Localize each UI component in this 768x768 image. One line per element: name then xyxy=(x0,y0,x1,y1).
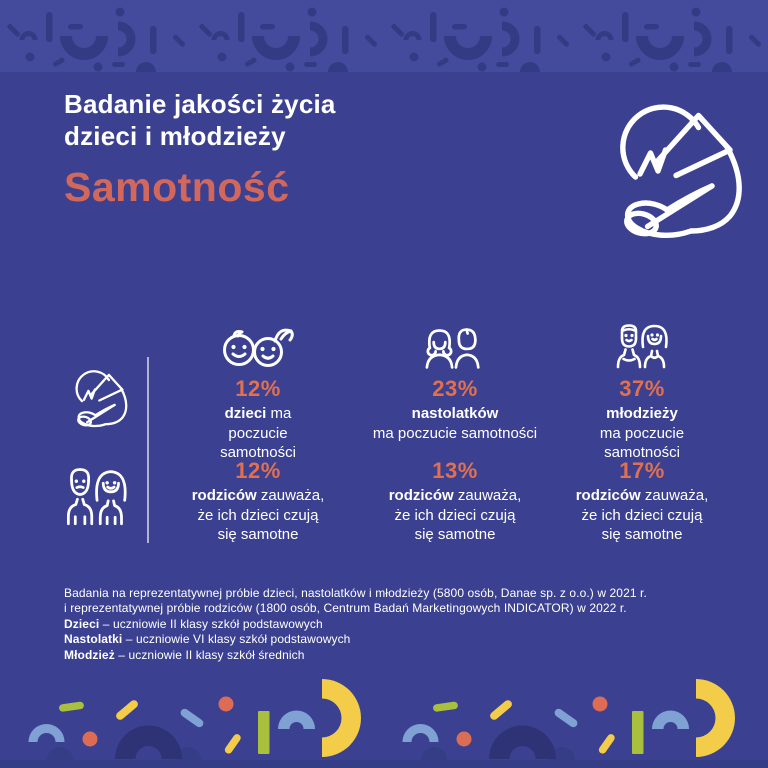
stat-text: rodziców zauważa, że ich dzieci czują si… xyxy=(191,487,325,543)
children-faces-icon xyxy=(160,312,356,370)
title-line-1: Badanie jakości życia xyxy=(64,89,336,119)
bottom-confetti-band xyxy=(0,670,768,768)
vertical-divider xyxy=(147,357,149,543)
stat-youth-lonely: 37% młodzieży ma poczucie samotności xyxy=(544,312,740,463)
stat-teens-lonely: 23% nastolatków ma poczucie samotności xyxy=(357,312,553,443)
stat-parents-youth: 17% rodziców zauważa, że ich dzieci czuj… xyxy=(544,452,740,545)
young-couple-icon xyxy=(544,312,740,370)
stat-text: nastolatków ma poczucie samotności xyxy=(372,405,538,442)
stat-percent: 12% xyxy=(235,458,281,483)
stat-percent: 17% xyxy=(619,458,665,483)
teenagers-icon xyxy=(357,312,553,370)
stat-percent: 37% xyxy=(619,376,665,401)
header: Badanie jakości życia dzieci i młodzieży… xyxy=(64,88,336,211)
definition-dzieci: Dzieci – uczniowie II klasy szkół podsta… xyxy=(64,616,323,631)
stat-text: dzieci ma poczucie samotności xyxy=(220,405,296,461)
person-hugging-knees-icon xyxy=(598,90,748,240)
stat-text: rodziców zauważa, że ich dzieci czują si… xyxy=(388,487,522,543)
stat-parents-children: 12% rodziców zauważa, że ich dzieci czuj… xyxy=(160,452,356,545)
stat-percent: 12% xyxy=(235,376,281,401)
stat-parents-teens: 13% rodziców zauważa, że ich dzieci czuj… xyxy=(357,452,553,545)
stat-text: rodziców zauważa, że ich dzieci czują si… xyxy=(575,487,709,543)
methodology-line-2: i reprezentatywnej próbie rodziców (1800… xyxy=(64,601,627,616)
definition-nastolatki: Nastolatki – uczniowie VI klasy szkół po… xyxy=(64,632,351,647)
title-line-2: dzieci i młodzieży xyxy=(64,121,286,151)
definition-mlodziez: Młodzież – uczniowie II klasy szkół śred… xyxy=(64,647,305,662)
page-title: Badanie jakości życia dzieci i młodzieży xyxy=(64,88,336,152)
parents-icon xyxy=(62,464,130,526)
stat-children-lonely: 12% dzieci ma poczucie samotności xyxy=(160,312,356,463)
top-confetti-band xyxy=(0,0,768,72)
subtitle-samotnosc: Samotność xyxy=(64,164,290,210)
stat-text: młodzieży ma poczucie samotności xyxy=(599,405,685,461)
person-hugging-knees-icon xyxy=(66,354,130,438)
stat-percent: 13% xyxy=(432,458,478,483)
methodology-line-1: Badania na reprezentatywnej próbie dziec… xyxy=(64,586,647,600)
methodology-note: Badania na reprezentatywnej próbie dziec… xyxy=(64,586,647,663)
stat-percent: 23% xyxy=(432,376,478,401)
